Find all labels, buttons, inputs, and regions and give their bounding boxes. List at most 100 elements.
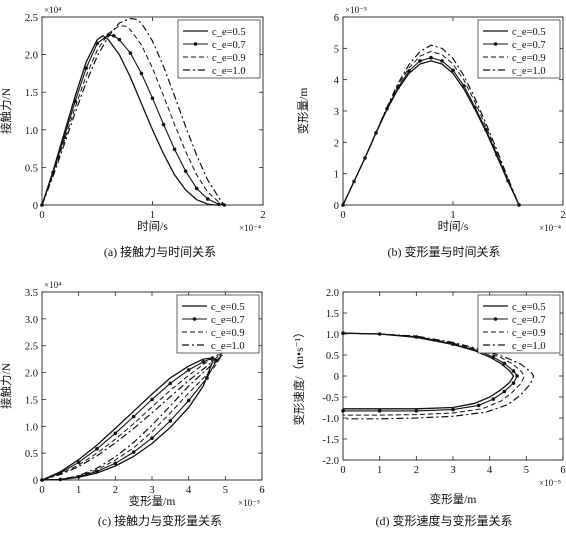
- data-point: [451, 68, 455, 73]
- series-line-1: [41, 357, 214, 481]
- x-tick-label: 5: [223, 485, 228, 496]
- x-exponent-label: ×10⁻⁵: [238, 498, 260, 508]
- series-line-4: [41, 17, 225, 206]
- x-tick-label: 4: [186, 485, 192, 496]
- data-point: [515, 374, 519, 378]
- data-point: [407, 69, 411, 73]
- x-axis-label: 时间/s: [137, 220, 168, 233]
- y-tick-label: 1.5: [25, 395, 38, 406]
- data-point: [205, 376, 209, 380]
- y-tick-label: -0.5: [322, 393, 339, 404]
- legend-label: c_e=0.7: [211, 315, 245, 326]
- legend-label: c_e=1.0: [512, 341, 546, 352]
- data-point: [95, 41, 100, 46]
- legend-label: c_e=1.0: [512, 66, 546, 77]
- legend-label: c_e=0.7: [512, 315, 546, 326]
- data-point: [511, 369, 516, 373]
- series-line-4: [342, 44, 520, 206]
- y-tick-label: 2: [334, 138, 339, 149]
- data-point: [440, 59, 444, 63]
- data-point: [172, 147, 177, 152]
- x-tick-label: 3: [450, 465, 455, 476]
- y-tick-label: 0.5: [25, 163, 38, 174]
- panel-d: 0 1 2 3 4 5 6 -2.0 -1.5 -1.0 -0.5 0 0.5 1.0 1.5 2.0 ×10⁻…: [292, 288, 566, 528]
- x-axis-label: 时间/s: [438, 220, 469, 233]
- legend-label: c_e=0.7: [512, 40, 546, 51]
- y-tick-label: 2.0: [25, 369, 38, 380]
- legend: c_e=0.5 c_e=0.7 c_e=0.9 c_e=1.0: [176, 294, 260, 354]
- x-axis-label: 变形量/m: [430, 492, 477, 506]
- y-tick-label: 1.5: [25, 88, 38, 99]
- x-tick-label: 6: [259, 485, 264, 496]
- data-point: [341, 409, 345, 413]
- data-point: [168, 419, 173, 423]
- x-exponent-label: ×10⁻⁴: [539, 223, 561, 233]
- data-point: [502, 389, 507, 394]
- panel-a: 0 1 2 0 0.5 1.0 1.5 2.0 2.5 ×10⁴ ×10⁻⁴ 时间/s 接触力/N (a)…: [0, 5, 266, 259]
- data-point: [113, 431, 118, 436]
- y-tick-label: 1.0: [25, 126, 38, 137]
- data-point: [462, 84, 466, 88]
- data-point: [150, 436, 154, 440]
- data-point: [76, 460, 81, 465]
- series-line-2: [41, 357, 217, 481]
- data-point: [62, 135, 66, 140]
- data-point: [186, 398, 191, 403]
- data-point: [418, 59, 422, 63]
- legend-swatch-dot: [493, 317, 498, 321]
- x-tick-label: 3: [149, 485, 154, 496]
- panel-caption: (b) 变形量与时间关系: [388, 244, 501, 259]
- legend-label: c_e=1.0: [212, 66, 246, 77]
- x-tick-label: 2: [260, 210, 265, 221]
- data-point: [205, 197, 210, 201]
- x-tick-label: 1: [450, 210, 455, 221]
- x-tick-label: 6: [560, 465, 565, 476]
- data-point: [113, 461, 118, 466]
- y-tick-label: 3.0: [25, 315, 38, 326]
- y-tick-label: 3.5: [25, 288, 38, 299]
- y-exponent-label: ×10⁴: [44, 5, 61, 15]
- legend-label: c_e=0.9: [212, 53, 246, 64]
- panel-b: 0 1 2 0 1 2 3 4 5 6 ×10⁻⁵ ×10⁻⁴ 时间/s 变形量/m (b) 变形量与时间关…: [296, 5, 566, 259]
- y-tick-label: 0: [33, 201, 38, 212]
- panel-caption: (d) 变形速度与变形量关系: [376, 513, 513, 528]
- data-point: [429, 55, 433, 60]
- y-tick-label: 1: [334, 170, 339, 181]
- legend-label: c_e=0.9: [512, 328, 546, 339]
- y-axis-label: 接触力/N: [0, 87, 13, 134]
- legend-label: c_e=0.5: [512, 302, 546, 313]
- x-tick-label: 1: [76, 485, 81, 496]
- x-tick-label: 5: [524, 465, 529, 476]
- series-line-2: [342, 57, 520, 206]
- y-tick-label: 3: [334, 107, 339, 118]
- data-point: [217, 202, 221, 207]
- y-tick-label: -1.5: [322, 435, 339, 446]
- legend-swatch-dot: [192, 317, 197, 321]
- y-tick-label: 2.0: [326, 288, 339, 299]
- series-line-1: [41, 35, 219, 206]
- x-tick-label: 1: [150, 210, 155, 221]
- y-axis-label: 变形速度/（m•s⁻¹）: [292, 326, 306, 425]
- x-tick-label: 2: [113, 485, 118, 496]
- legend-label: c_e=0.5: [212, 27, 246, 38]
- y-tick-label: 0.5: [25, 449, 38, 460]
- x-exponent-label: ×10⁻⁴: [239, 223, 261, 233]
- y-axis-label: 接触力/N: [0, 362, 13, 409]
- data-point: [95, 447, 99, 451]
- series-line-3: [342, 51, 520, 206]
- legend-label: c_e=1.0: [211, 341, 245, 352]
- data-point: [168, 381, 173, 386]
- data-point: [58, 477, 63, 482]
- y-tick-label: 0.5: [326, 351, 339, 362]
- data-point: [150, 96, 155, 101]
- data-point: [201, 360, 206, 364]
- panel-caption: (c) 接触力与变形量关系: [98, 513, 222, 528]
- y-tick-label: 1.5: [326, 309, 339, 320]
- series-line-1: [342, 60, 520, 206]
- x-tick-label: 0: [39, 485, 44, 496]
- y-tick-label: 1.0: [326, 330, 339, 341]
- data-point: [476, 403, 481, 408]
- data-point: [150, 397, 154, 402]
- y-tick-label: 6: [334, 13, 339, 24]
